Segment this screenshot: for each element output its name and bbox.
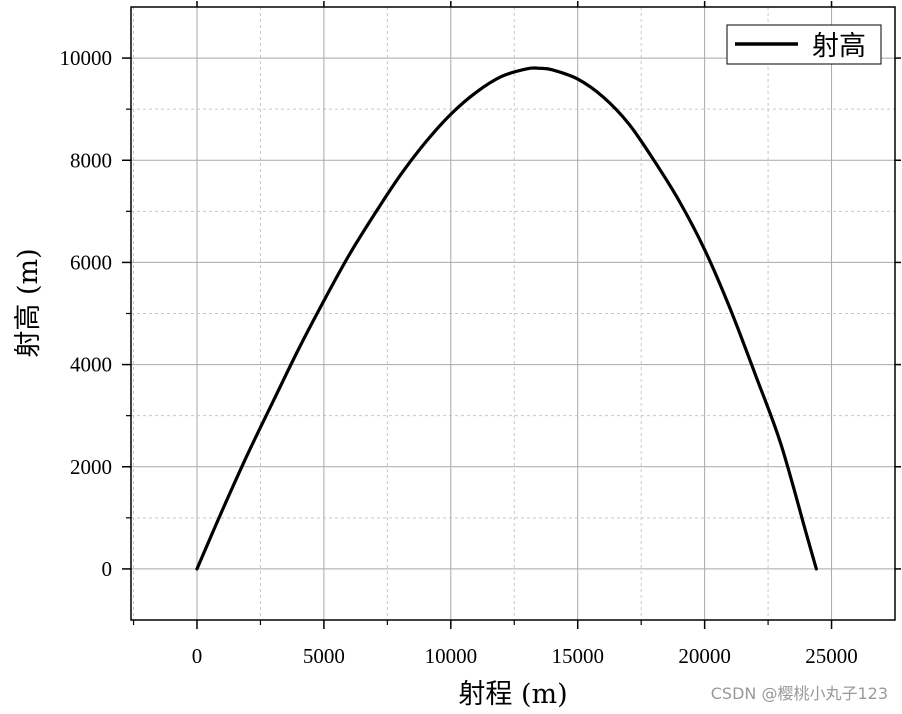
y-tick-label: 10000 — [60, 46, 113, 70]
y-tick-label: 0 — [102, 557, 113, 581]
legend: 射高 — [726, 24, 882, 65]
x-tick-label: 10000 — [425, 644, 478, 668]
x-tick-label: 20000 — [678, 644, 731, 668]
y-axis-title: 射高 (m) — [13, 248, 44, 357]
y-tick-label: 4000 — [70, 353, 112, 377]
watermark: CSDN @樱桃小丸子123 — [710, 684, 888, 703]
x-axis-title: 射程 (m) — [458, 679, 567, 710]
y-tick-label: 6000 — [70, 250, 112, 274]
legend-label: 射高 — [812, 31, 866, 62]
y-tick-label: 2000 — [70, 455, 112, 479]
x-tick-label: 15000 — [551, 644, 604, 668]
x-tick-label: 5000 — [303, 644, 345, 668]
series-line-射高 — [195, 66, 818, 571]
x-tick-label: 0 — [192, 644, 203, 668]
ticks-layer — [122, 1, 901, 629]
tick-labels-layer: 0 5000 10000 15000 20000 25000 0 2000 4000 6000 80… — [60, 46, 858, 668]
x-tick-label: 25000 — [805, 644, 858, 668]
y-tick-label: 8000 — [70, 148, 112, 172]
grid-layer — [131, 7, 895, 620]
series-layer — [195, 66, 818, 571]
